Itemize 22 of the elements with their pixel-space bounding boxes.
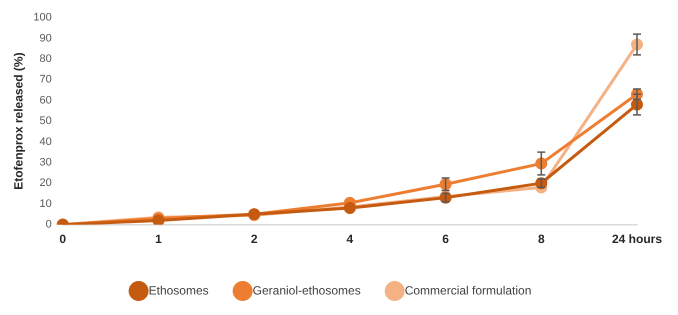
y-tick-label: 50: [40, 115, 52, 128]
y-tick-label: 70: [40, 74, 52, 86]
y-tick-label: 60: [40, 94, 52, 106]
y-tick-label: 30: [40, 156, 52, 169]
y-tick-label: 40: [40, 136, 52, 148]
x-tick-label: 24 hours: [612, 232, 662, 246]
y-axis-title: Etofenprox released (%): [12, 52, 26, 190]
x-tick-label: 2: [250, 232, 258, 246]
legend-label: Ethosomes: [148, 283, 209, 298]
y-tick-label: 0: [46, 218, 52, 231]
x-tick-label: 1: [155, 232, 162, 246]
x-tick-label: 4: [346, 232, 354, 246]
x-tick-label: 0: [59, 232, 66, 246]
y-tick-label: 90: [40, 32, 52, 44]
y-tick-label: 80: [40, 53, 52, 66]
y-tick-label: 20: [40, 177, 52, 190]
x-tick-label: 6: [442, 232, 450, 246]
legend-label: Geraniol-ethosomes: [252, 283, 361, 298]
y-tick-label: 10: [40, 198, 52, 210]
y-tick-label: 100: [33, 12, 52, 24]
legend-label: Commercial formulation: [404, 283, 532, 298]
x-tick-label: 8: [538, 232, 545, 246]
